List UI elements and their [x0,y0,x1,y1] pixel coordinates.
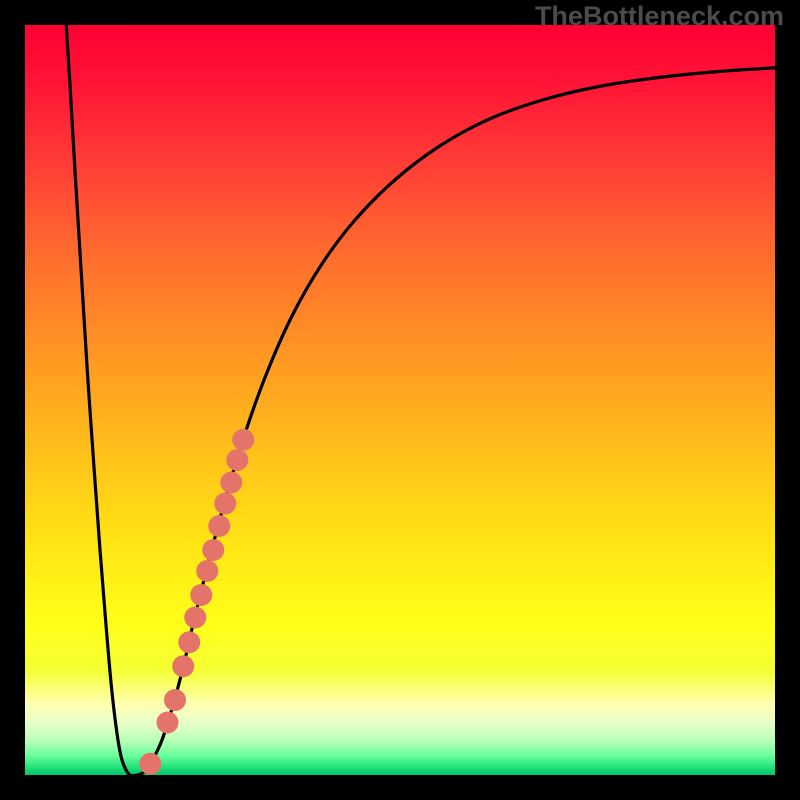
data-point [202,539,224,561]
data-point [178,631,200,653]
data-point [190,584,212,606]
data-point [139,753,161,775]
data-point [208,515,230,537]
bottleneck-curve [66,25,775,775]
data-point [184,607,206,629]
data-point [226,449,248,471]
data-point [220,472,242,494]
watermark-text: TheBottleneck.com [535,1,784,32]
data-point [172,655,194,677]
data-point [157,712,179,734]
data-point [232,429,254,451]
data-point [164,689,186,711]
data-point [214,493,236,515]
data-point [196,560,218,582]
data-point-group [139,429,254,775]
chart-svg [25,25,775,775]
